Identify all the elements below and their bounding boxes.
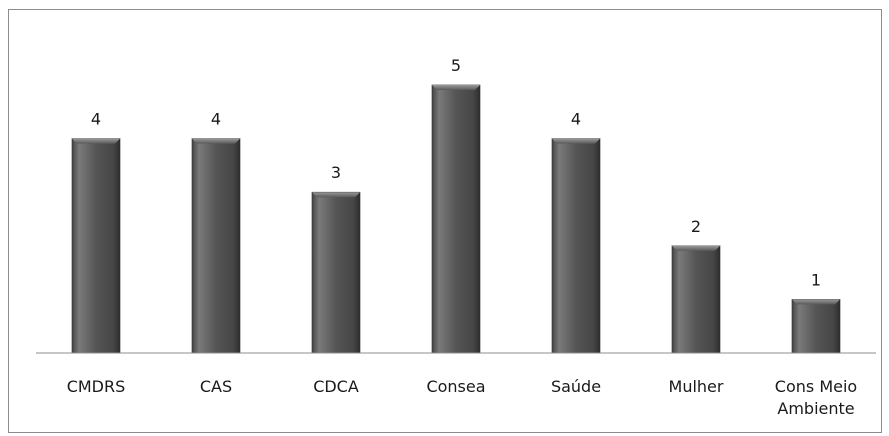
bar <box>191 138 241 354</box>
bar-bevel <box>72 138 120 144</box>
bar-bevel <box>792 299 840 305</box>
bar-body <box>191 138 241 354</box>
data-label: 4 <box>211 110 221 129</box>
bar-bevel <box>672 245 720 251</box>
labels-group: 4 CMDRS 4 CAS 3 CDCA 5 Consea 4 Saúde 2 Mulher 1 Cons… <box>67 56 857 418</box>
bar-body <box>551 138 601 354</box>
bar <box>791 299 841 354</box>
category-label: Ambiente <box>777 399 854 418</box>
data-label: 4 <box>571 110 581 129</box>
data-label: 4 <box>91 110 101 129</box>
bar <box>671 245 721 354</box>
category-label: Mulher <box>669 377 724 396</box>
category-label: CDCA <box>313 377 359 396</box>
data-label: 1 <box>811 270 821 289</box>
bar-body <box>671 245 721 354</box>
category-label: Consea <box>426 377 485 396</box>
bar <box>311 191 361 354</box>
bar-bevel <box>192 138 240 144</box>
bar-body <box>791 299 841 354</box>
bar <box>551 138 601 354</box>
bar <box>71 138 121 354</box>
bars-group <box>71 84 841 354</box>
data-label: 2 <box>691 217 701 236</box>
bar-bevel <box>552 138 600 144</box>
bar <box>431 84 481 354</box>
category-label: CMDRS <box>67 377 126 396</box>
category-label: CAS <box>200 377 232 396</box>
bar-body <box>71 138 121 354</box>
data-label: 3 <box>331 163 341 182</box>
bar-bevel <box>432 85 480 90</box>
bar-bevel <box>312 192 360 198</box>
bar-body <box>311 191 361 354</box>
category-label: Cons Meio <box>775 377 857 396</box>
category-label: Saúde <box>551 377 601 396</box>
data-label: 5 <box>451 56 461 75</box>
bar-body <box>431 84 481 354</box>
